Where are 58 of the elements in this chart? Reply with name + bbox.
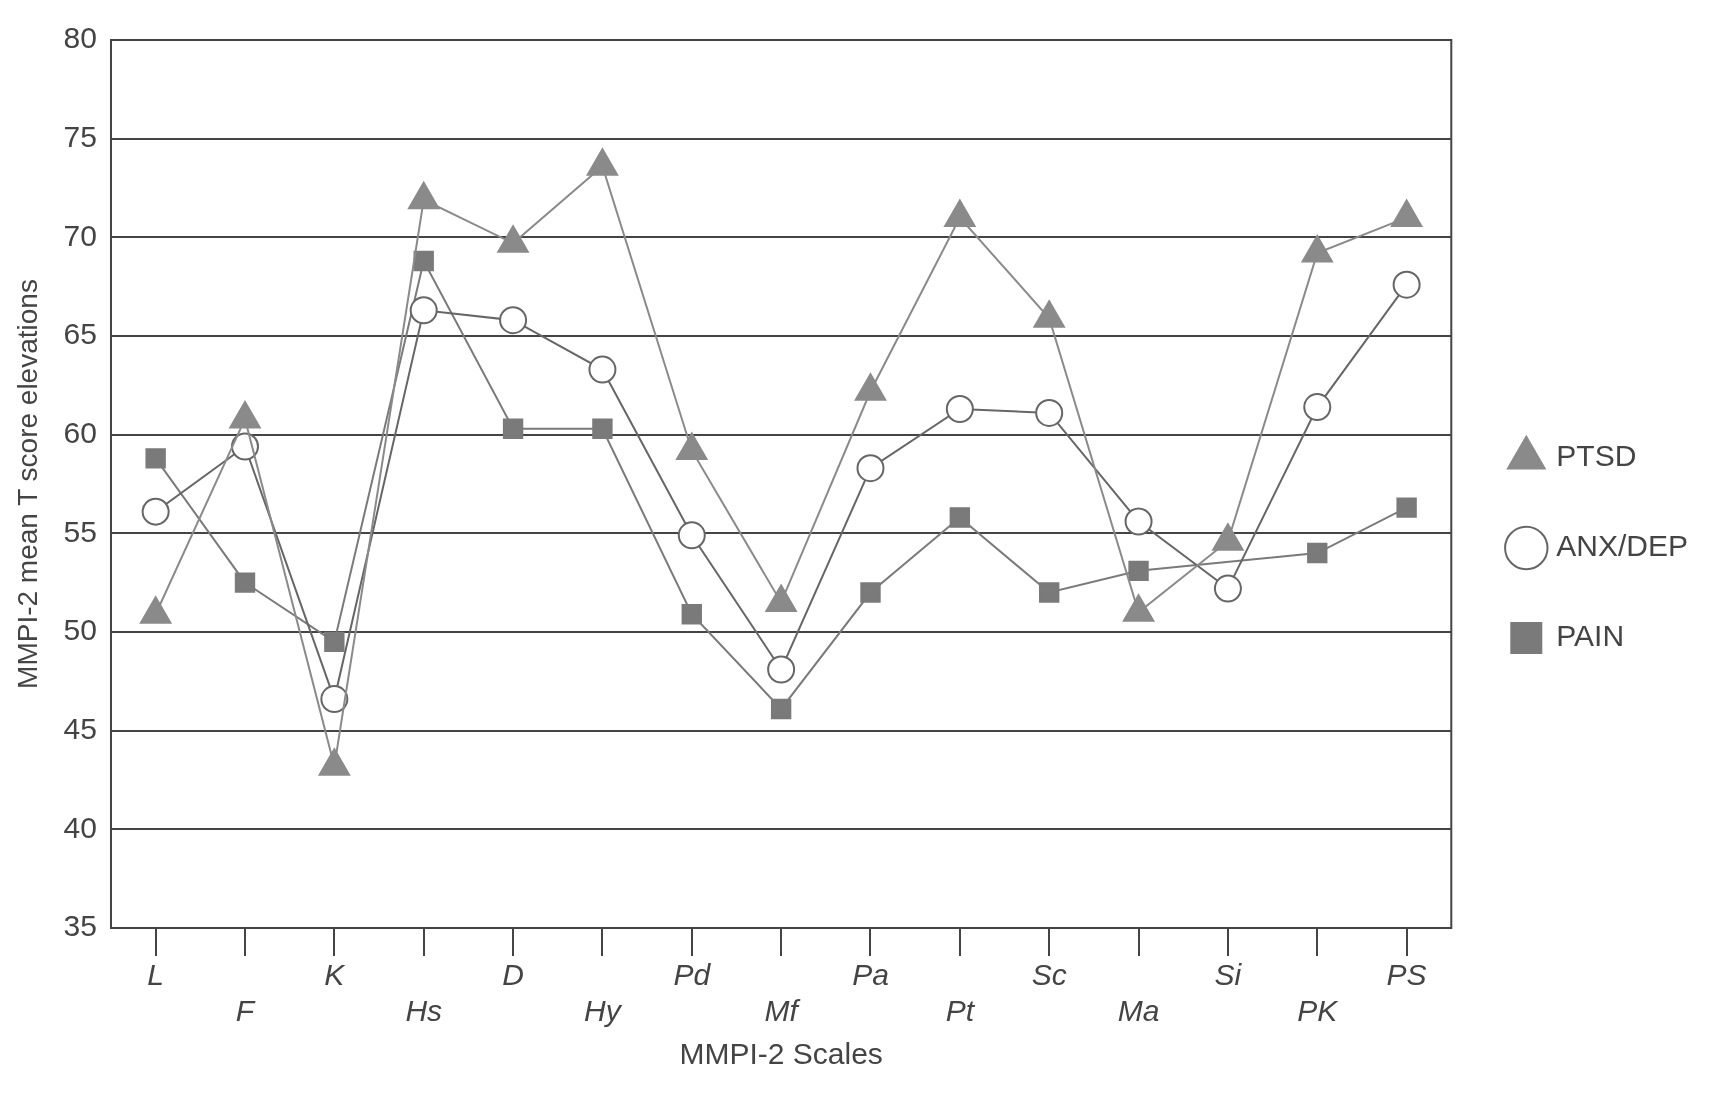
- point: [681, 604, 702, 625]
- x-tick-label: PK: [1297, 994, 1340, 1028]
- point: [234, 572, 256, 593]
- legend-label: ANX/DEP: [1556, 529, 1689, 563]
- point: [320, 685, 349, 714]
- x-tick-label: Ma: [1117, 994, 1160, 1028]
- x-tick-label: Pt: [945, 994, 976, 1028]
- x-axis-title: MMPI-2 Scales: [679, 1037, 883, 1071]
- point: [324, 631, 345, 653]
- point: [1307, 542, 1328, 564]
- y-tick-label: 75: [63, 119, 97, 153]
- y-tick-label: 80: [63, 21, 97, 55]
- point: [499, 306, 528, 335]
- x-tick-label: Si: [1214, 958, 1243, 992]
- x-tick-label: PS: [1386, 958, 1427, 992]
- x-tick-label: Sc: [1031, 958, 1067, 992]
- point: [1128, 560, 1149, 582]
- x-tick-label: Pd: [673, 958, 712, 992]
- x-tick-label: F: [235, 994, 256, 1028]
- point: [1392, 270, 1421, 299]
- legend-label: PTSD: [1556, 439, 1637, 473]
- point: [770, 698, 792, 720]
- y-tick-label: 50: [63, 613, 97, 647]
- point: [141, 497, 170, 526]
- x-tick-label: K: [324, 958, 347, 992]
- y-tick-label: 70: [63, 218, 97, 252]
- x-tick-label: Hy: [584, 994, 623, 1028]
- y-tick-label: 55: [63, 514, 97, 548]
- y-tick-label: 35: [63, 909, 97, 943]
- point: [1035, 398, 1064, 427]
- y-tick-label: 65: [63, 317, 97, 351]
- legend-label: PAIN: [1556, 619, 1625, 653]
- point: [1039, 582, 1060, 603]
- point: [860, 582, 881, 603]
- point: [1124, 507, 1153, 536]
- y-tick-label: 40: [63, 810, 97, 844]
- x-tick-label: L: [147, 958, 164, 992]
- point: [1213, 574, 1242, 603]
- y-tick-label: 60: [63, 415, 97, 449]
- point: [1303, 393, 1332, 422]
- x-tick-label: Hs: [405, 994, 443, 1028]
- x-tick-label: Pa: [852, 958, 889, 992]
- x-tick-label: D: [502, 958, 524, 992]
- point: [145, 448, 166, 469]
- point: [856, 454, 885, 483]
- y-axis-title: MMPI-2 mean T score elevations: [11, 279, 43, 689]
- point: [767, 655, 796, 684]
- x-tick-label: Mf: [764, 994, 801, 1028]
- point: [677, 521, 706, 550]
- point: [592, 418, 613, 439]
- point: [945, 395, 974, 424]
- point: [1396, 497, 1417, 518]
- point: [409, 296, 438, 325]
- point: [502, 418, 524, 439]
- y-tick-label: 45: [63, 711, 97, 745]
- point: [413, 250, 434, 272]
- point: [588, 355, 617, 384]
- point: [949, 507, 971, 528]
